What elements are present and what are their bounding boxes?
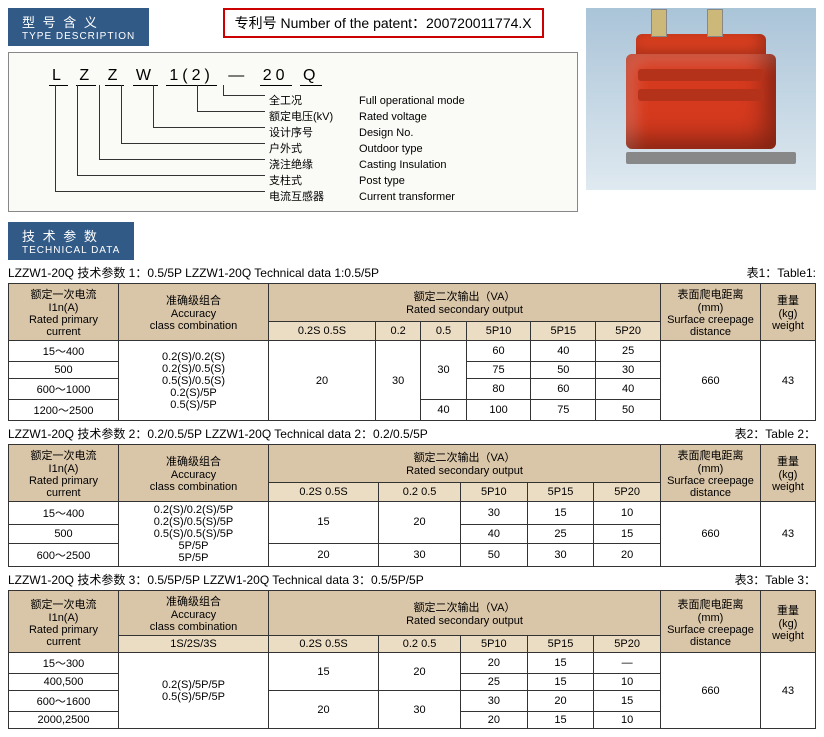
type-header-cn: 型 号 含 义	[22, 15, 99, 30]
patent-label: 专利号 Number of the patent：	[235, 15, 426, 31]
product-image	[586, 8, 816, 190]
table2-accuracy: 0.2(S)/0.2(S)/5P 0.2(S)/0.5(S)/5P 0.5(S)…	[119, 502, 269, 567]
table3: 额定一次电流 I1n(A) Rated primary current 准确级组…	[8, 590, 816, 729]
technical-data-header: 技 术 参 数 TECHNICAL DATA	[8, 222, 134, 260]
type-description-header: 型 号 含 义 TYPE DESCRIPTION	[8, 8, 149, 46]
table1-accuracy: 0.2(S)/0.2(S) 0.2(S)/0.5(S) 0.5(S)/0.5(S…	[119, 341, 269, 421]
table2: 额定一次电流 I1n(A) Rated primary current 准确级组…	[8, 444, 816, 567]
table3-accuracy: 0.2(S)/5P/5P 0.5(S)/5P/5P	[119, 653, 269, 729]
model-diagram: L Z Z W 1(2) — 20 Q	[8, 52, 578, 212]
type-header-en: TYPE DESCRIPTION	[22, 31, 135, 42]
table1: 额定一次电流 I1n(A) Rated primary current 准确级组…	[8, 283, 816, 421]
description-list: 全工况Full operational mode 额定电压(kV)Rated v…	[269, 93, 519, 205]
patent-value: 200720011774.X	[426, 15, 532, 31]
patent-box: 专利号 Number of the patent：200720011774.X	[223, 8, 544, 38]
table2-title: LZZW1-20Q 技术参数 2：0.2/0.5/5P LZZW1-20Q Te…	[8, 425, 816, 442]
model-code: L Z Z W 1(2) — 20 Q	[49, 67, 322, 86]
table3-title: LZZW1-20Q 技术参数 3：0.5/5P/5P LZZW1-20Q Tec…	[8, 571, 816, 588]
table1-title: LZZW1-20Q 技术参数 1：0.5/5P LZZW1-20Q Techni…	[8, 264, 816, 281]
